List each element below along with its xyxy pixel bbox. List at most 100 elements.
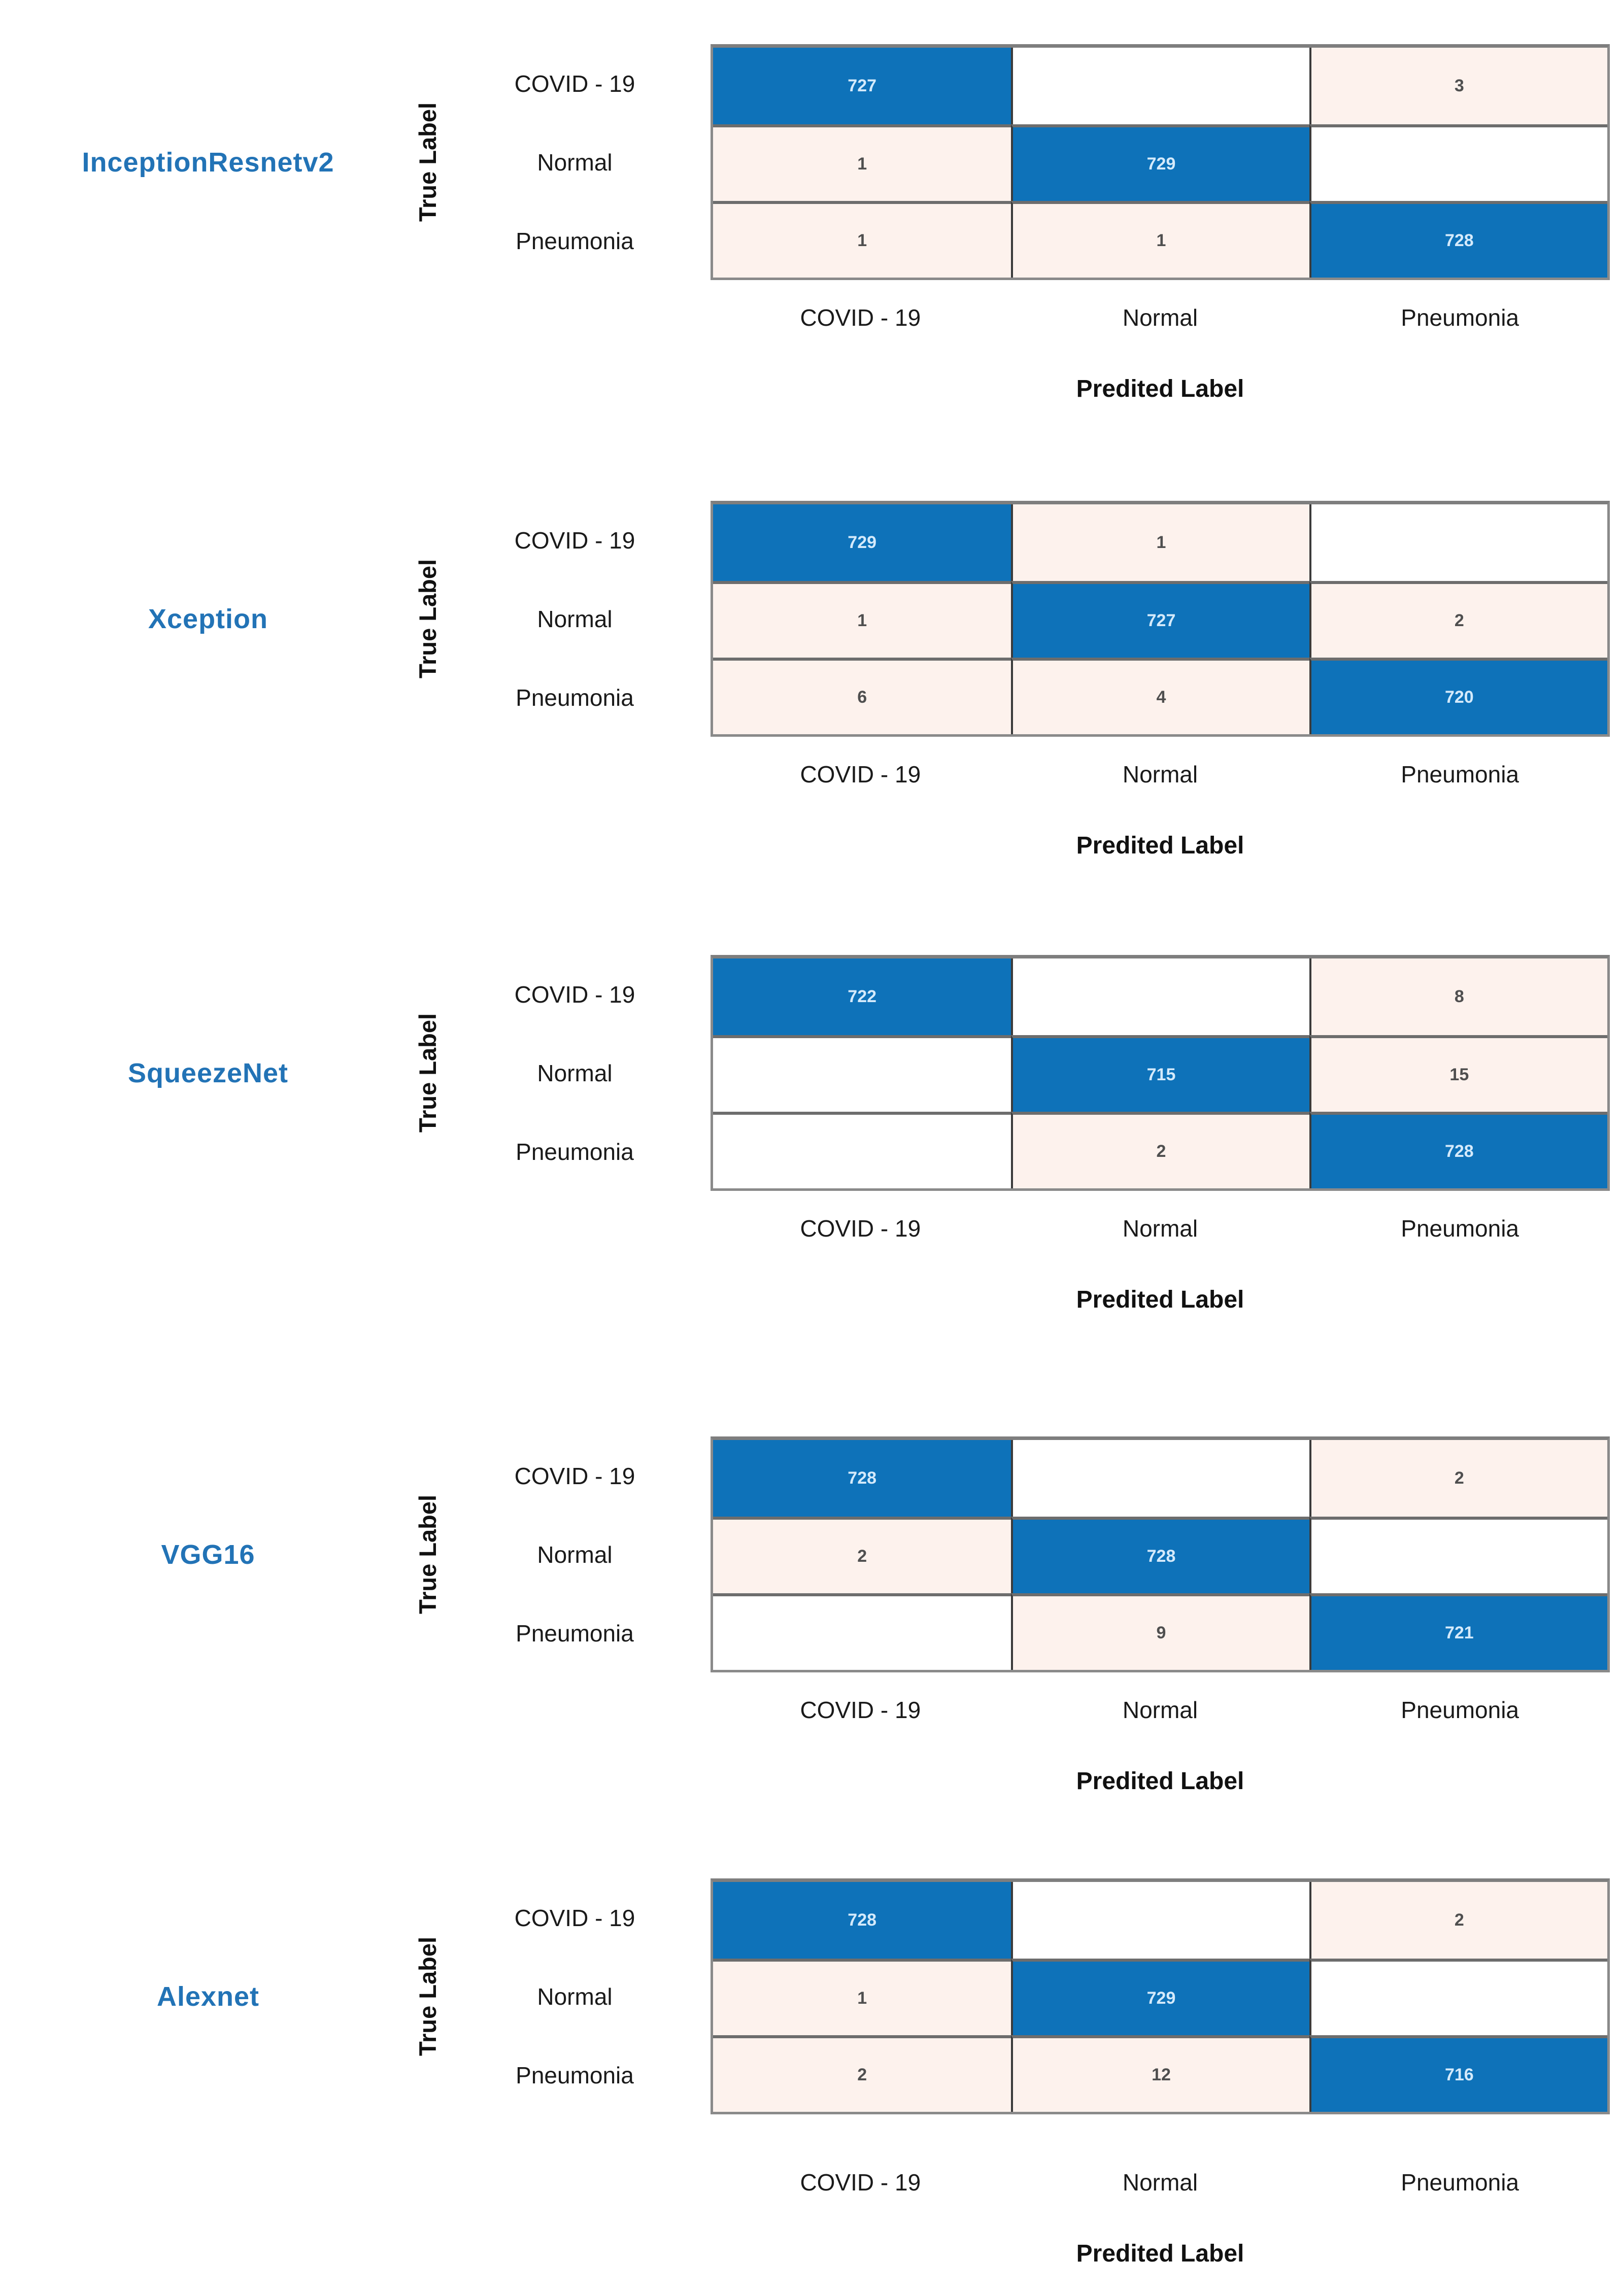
matrix-cell: 728 — [713, 1882, 1011, 1959]
matrix-cell — [1011, 48, 1309, 124]
column-label-pneumonia: Pneumonia — [1401, 1697, 1519, 1723]
column-label-normal: Normal — [1122, 761, 1198, 787]
matrix-cell: 2 — [713, 1517, 1011, 1593]
row-label-covid: COVID - 19 — [514, 1904, 635, 1931]
column-label-pneumonia: Pneumonia — [1401, 2169, 1519, 2196]
model-name-label: Xception — [148, 603, 268, 634]
row-label-covid: COVID - 19 — [514, 1462, 635, 1489]
matrix-cell: 3 — [1309, 48, 1607, 124]
row-label-pneumonia: Pneumonia — [516, 1620, 634, 1647]
matrix-cell: 1 — [1011, 504, 1309, 581]
predicted-label-axis: Predited Label — [1076, 2240, 1244, 2267]
row-labels: COVID - 19 Normal Pneumonia — [447, 501, 703, 737]
row-label-normal: Normal — [537, 149, 613, 176]
matrix-cell: 12 — [1011, 2035, 1309, 2112]
column-label-covid: COVID - 19 — [800, 2169, 921, 2196]
matrix-cell: 728 — [1309, 1112, 1607, 1188]
matrix-cell: 716 — [1309, 2035, 1607, 2112]
row-label-normal: Normal — [537, 1983, 613, 2010]
matrix-cell — [713, 1593, 1011, 1670]
matrix-cell: 727 — [1011, 581, 1309, 658]
column-label-pneumonia: Pneumonia — [1401, 761, 1519, 787]
matrix-cell: 727 — [713, 48, 1011, 124]
column-label-normal: Normal — [1122, 304, 1198, 331]
column-label-normal: Normal — [1122, 1697, 1198, 1723]
predicted-label-axis: Predited Label — [1076, 832, 1244, 859]
row-labels: COVID - 19 Normal Pneumonia — [447, 44, 703, 280]
column-label-pneumonia: Pneumonia — [1401, 1215, 1519, 1242]
confusion-matrix: 727 3 1 729 1 1 728 — [711, 44, 1610, 280]
matrix-cell: 2 — [1309, 1882, 1607, 1959]
matrix-cell: 1 — [713, 201, 1011, 278]
matrix-cell: 729 — [713, 504, 1011, 581]
model-name-label: Alexnet — [156, 1981, 260, 2012]
row-label-covid: COVID - 19 — [514, 981, 635, 1008]
matrix-cell — [1011, 958, 1309, 1035]
matrix-cell: 1 — [713, 581, 1011, 658]
matrix-cell: 728 — [1309, 201, 1607, 278]
matrix-cell: 2 — [1011, 1112, 1309, 1188]
row-labels: COVID - 19 Normal Pneumonia — [447, 1878, 703, 2114]
predicted-label-axis: Predited Label — [1076, 1286, 1244, 1313]
confusion-matrix: 722 8 715 15 2 728 — [711, 955, 1610, 1191]
true-label-axis: True Label — [414, 1494, 441, 1615]
matrix-cell: 1 — [713, 1959, 1011, 2035]
matrix-cell — [1309, 1517, 1607, 1593]
row-label-covid: COVID - 19 — [514, 527, 635, 554]
matrix-cell — [1011, 1882, 1309, 1959]
column-labels: COVID - 19 Normal Pneumonia — [711, 2169, 1610, 2196]
row-labels: COVID - 19 Normal Pneumonia — [447, 1436, 703, 1672]
column-label-covid: COVID - 19 — [800, 761, 921, 787]
row-label-normal: Normal — [537, 1541, 613, 1568]
column-label-pneumonia: Pneumonia — [1401, 304, 1519, 331]
matrix-cell: 15 — [1309, 1035, 1607, 1112]
confusion-matrix: 729 1 1 727 2 6 4 720 — [711, 501, 1610, 737]
matrix-cell: 715 — [1011, 1035, 1309, 1112]
row-label-pneumonia: Pneumonia — [516, 684, 634, 711]
column-labels: COVID - 19 Normal Pneumonia — [711, 1215, 1610, 1242]
panel-vgg16: VGG16 True Label COVID - 19 Normal Pneum… — [0, 1436, 1621, 1853]
matrix-cell — [1309, 124, 1607, 201]
predicted-label-axis: Predited Label — [1076, 1768, 1244, 1795]
matrix-cell: 729 — [1011, 1959, 1309, 2035]
row-label-pneumonia: Pneumonia — [516, 227, 634, 254]
matrix-cell: 2 — [1309, 1440, 1607, 1517]
column-label-covid: COVID - 19 — [800, 304, 921, 331]
true-label-axis: True Label — [414, 102, 441, 222]
true-label-axis: True Label — [414, 1936, 441, 2057]
matrix-cell: 721 — [1309, 1593, 1607, 1670]
matrix-cell: 2 — [1309, 581, 1607, 658]
matrix-cell: 722 — [713, 958, 1011, 1035]
matrix-cell: 6 — [713, 658, 1011, 734]
matrix-cell: 720 — [1309, 658, 1607, 734]
matrix-cell: 729 — [1011, 124, 1309, 201]
row-label-pneumonia: Pneumonia — [516, 2062, 634, 2088]
column-labels: COVID - 19 Normal Pneumonia — [711, 761, 1610, 788]
true-label-axis: True Label — [414, 559, 441, 679]
column-label-normal: Normal — [1122, 2169, 1198, 2196]
matrix-cell: 2 — [713, 2035, 1011, 2112]
column-labels: COVID - 19 Normal Pneumonia — [711, 1696, 1610, 1724]
matrix-cell: 1 — [713, 124, 1011, 201]
confusion-matrix: 728 2 1 729 2 12 716 — [711, 1878, 1610, 2114]
matrix-cell — [713, 1035, 1011, 1112]
matrix-cell — [713, 1112, 1011, 1188]
matrix-cell: 728 — [1011, 1517, 1309, 1593]
row-label-normal: Normal — [537, 1059, 613, 1086]
panel-alexnet: Alexnet True Label COVID - 19 Normal Pne… — [0, 1878, 1621, 2294]
panel-inceptionresnetv2: InceptionResnetv2 True Label COVID - 19 … — [0, 44, 1621, 460]
model-name-label: SqueezeNet — [127, 1057, 289, 1088]
column-label-normal: Normal — [1122, 1215, 1198, 1242]
matrix-cell: 1 — [1011, 201, 1309, 278]
matrix-cell: 8 — [1309, 958, 1607, 1035]
matrix-cell: 728 — [713, 1440, 1011, 1517]
matrix-cell — [1309, 1959, 1607, 2035]
matrix-cell: 9 — [1011, 1593, 1309, 1670]
row-label-pneumonia: Pneumonia — [516, 1138, 634, 1165]
model-name-label: InceptionResnetv2 — [82, 147, 334, 178]
column-label-covid: COVID - 19 — [800, 1215, 921, 1242]
row-labels: COVID - 19 Normal Pneumonia — [447, 955, 703, 1191]
predicted-label-axis: Predited Label — [1076, 375, 1244, 402]
confusion-matrix: 728 2 2 728 9 721 — [711, 1436, 1610, 1672]
